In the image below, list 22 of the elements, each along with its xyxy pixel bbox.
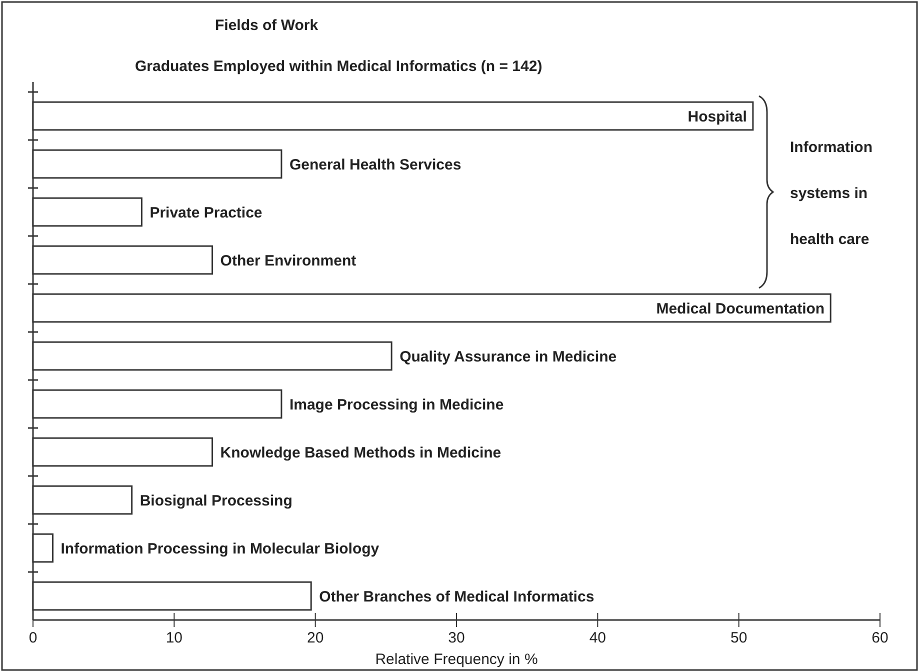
x-tick-label: 20 [306, 629, 324, 646]
x-tick-label: 40 [589, 629, 606, 646]
y-tick-label: Other Branches of Medical Informatics [319, 588, 594, 606]
chart-subtitle: Graduates Employed within Medical Informatics (n = 142) [135, 58, 542, 75]
y-tick-label: Information Processing in Molecular Biology [60, 540, 380, 558]
x-tick-label: 30 [448, 629, 465, 646]
y-tick-label: General Health Services [289, 156, 462, 174]
y-tick-label: Other Environment [220, 252, 356, 270]
y-tick-label: Hospital [688, 108, 747, 126]
y-tick-label: Biosignal Processing [140, 492, 292, 510]
x-tick-label: 0 [28, 629, 38, 646]
y-tick-label: Quality Assurance in Medicine [400, 348, 617, 366]
x-tick-label: 50 [730, 629, 748, 646]
text: Information systems in health care [790, 139, 872, 248]
y-tick-label: Private Practice [150, 204, 262, 222]
x-tick-label: 60 [872, 629, 888, 646]
y-tick-label: Knowledge Based Methods in Medicine [220, 444, 502, 462]
x-axis-title: Relative Frequency in % [375, 651, 538, 668]
y-tick-label: Medical Documentation [656, 300, 825, 318]
x-tick-label: 10 [166, 629, 183, 646]
y-tick-label: Image Processing in Medicine [289, 396, 504, 414]
chart-title: Fields of Work [215, 17, 319, 34]
